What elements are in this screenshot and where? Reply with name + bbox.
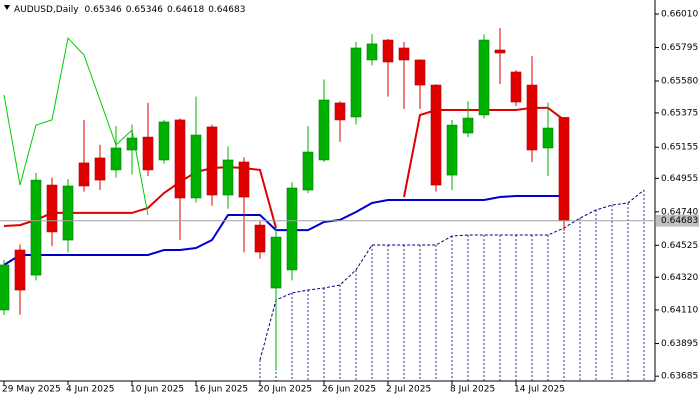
candle-body <box>494 49 506 54</box>
x-tick-label: 4 Jun 2025 <box>66 385 114 395</box>
candle-body <box>158 121 170 161</box>
candle-body <box>62 185 74 241</box>
x-tick-label: 16 Jun 2025 <box>194 385 248 395</box>
y-tick-label: 0.64110 <box>661 305 698 315</box>
candle-body <box>14 249 26 291</box>
candle-body <box>286 187 298 271</box>
header-open: 0.65346 <box>85 5 122 15</box>
y-tick-label: 0.64955 <box>661 174 698 184</box>
y-tick-label: 0.64320 <box>661 273 698 283</box>
indicator-line <box>3 36 149 216</box>
candle-body <box>398 47 410 61</box>
candle-body <box>478 39 490 116</box>
candle-body <box>222 159 234 196</box>
y-tick-label: 0.64525 <box>661 241 698 251</box>
x-tick-label: 29 May 2025 <box>2 385 61 395</box>
candle-body <box>430 84 442 186</box>
candle-body <box>414 59 426 86</box>
candle-body <box>558 117 570 222</box>
candle-body <box>126 137 138 151</box>
candle-body <box>46 184 58 233</box>
candle-body <box>334 102 346 121</box>
y-tick-label: 0.65375 <box>661 108 698 118</box>
candle-body <box>542 127 554 149</box>
y-tick-label: 0.66010 <box>661 10 698 20</box>
plot-area <box>0 28 645 381</box>
candle-body <box>382 39 394 63</box>
header-low: 0.64618 <box>167 5 204 15</box>
y-tick-label: 0.65580 <box>661 76 698 86</box>
candle-body <box>510 71 522 103</box>
chart-header: AUDUSD,Daily 0.65346 0.65346 0.64618 0.64683 <box>14 5 245 15</box>
candle-body <box>174 119 186 199</box>
candle-body <box>142 136 154 171</box>
candle-body <box>30 179 42 276</box>
y-tick-label: 0.63685 <box>661 372 698 382</box>
candle-body <box>446 124 458 176</box>
symbol: AUDUSD,Daily <box>14 5 79 15</box>
candle-body <box>318 99 330 161</box>
candle-body <box>462 117 474 134</box>
x-tick-label: 14 Jul 2025 <box>514 385 565 395</box>
candle-body <box>254 224 266 253</box>
candle-body <box>110 147 122 171</box>
candle-body <box>0 264 10 311</box>
indicator-line <box>3 195 564 266</box>
y-tick-label: 0.63895 <box>661 339 698 349</box>
candle-body <box>350 47 362 118</box>
header-icon <box>4 5 10 10</box>
candle-body <box>238 161 250 198</box>
candle-body <box>302 151 314 191</box>
candle-body <box>206 126 218 196</box>
candle-body <box>366 43 378 61</box>
candle-body <box>270 236 282 289</box>
x-tick-label: 20 Jun 2025 <box>258 385 312 395</box>
indicator-line <box>259 189 645 361</box>
y-tick-label: 0.65155 <box>661 143 698 153</box>
header-close: 0.64683 <box>208 5 245 15</box>
y-tick-label: 0.65795 <box>661 43 698 53</box>
x-tick-label: 2 Jul 2025 <box>386 385 431 395</box>
header-high: 0.65346 <box>126 5 163 15</box>
current-price-box <box>656 214 699 227</box>
x-tick-label: 26 Jun 2025 <box>322 385 376 395</box>
candle-body <box>94 157 106 181</box>
candle-body <box>526 84 538 151</box>
candle-body <box>78 162 90 187</box>
x-tick-label: 8 Jul 2025 <box>450 385 495 395</box>
y-tick-label: 0.64740 <box>661 207 698 217</box>
candle-body <box>190 134 202 199</box>
current-price-label: 0.64683 <box>661 216 698 226</box>
x-tick-label: 10 Jun 2025 <box>130 385 184 395</box>
